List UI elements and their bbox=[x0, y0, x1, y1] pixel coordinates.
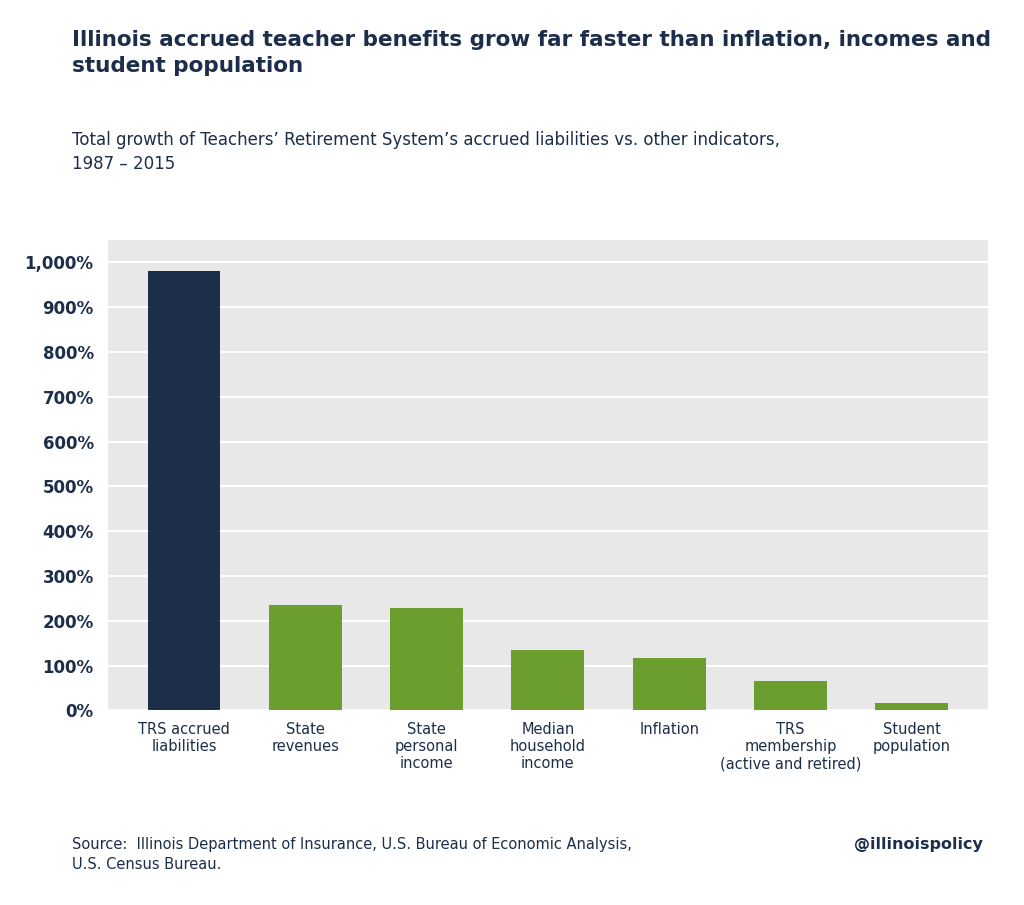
Text: Total growth of Teachers’ Retirement System’s accrued liabilities vs. other indi: Total growth of Teachers’ Retirement Sys… bbox=[72, 131, 779, 173]
Bar bbox=[876, 703, 948, 710]
Bar bbox=[754, 681, 826, 710]
Bar bbox=[390, 608, 463, 710]
Bar bbox=[269, 605, 342, 710]
Text: Illinois accrued teacher benefits grow far faster than inflation, incomes and
st: Illinois accrued teacher benefits grow f… bbox=[72, 30, 990, 76]
Bar bbox=[633, 659, 706, 710]
Bar bbox=[147, 272, 220, 710]
Text: Source:  Illinois Department of Insurance, U.S. Bureau of Economic Analysis,
U.S: Source: Illinois Department of Insurance… bbox=[72, 837, 632, 872]
Bar bbox=[511, 651, 585, 710]
Text: @illinoispolicy: @illinoispolicy bbox=[854, 837, 983, 853]
